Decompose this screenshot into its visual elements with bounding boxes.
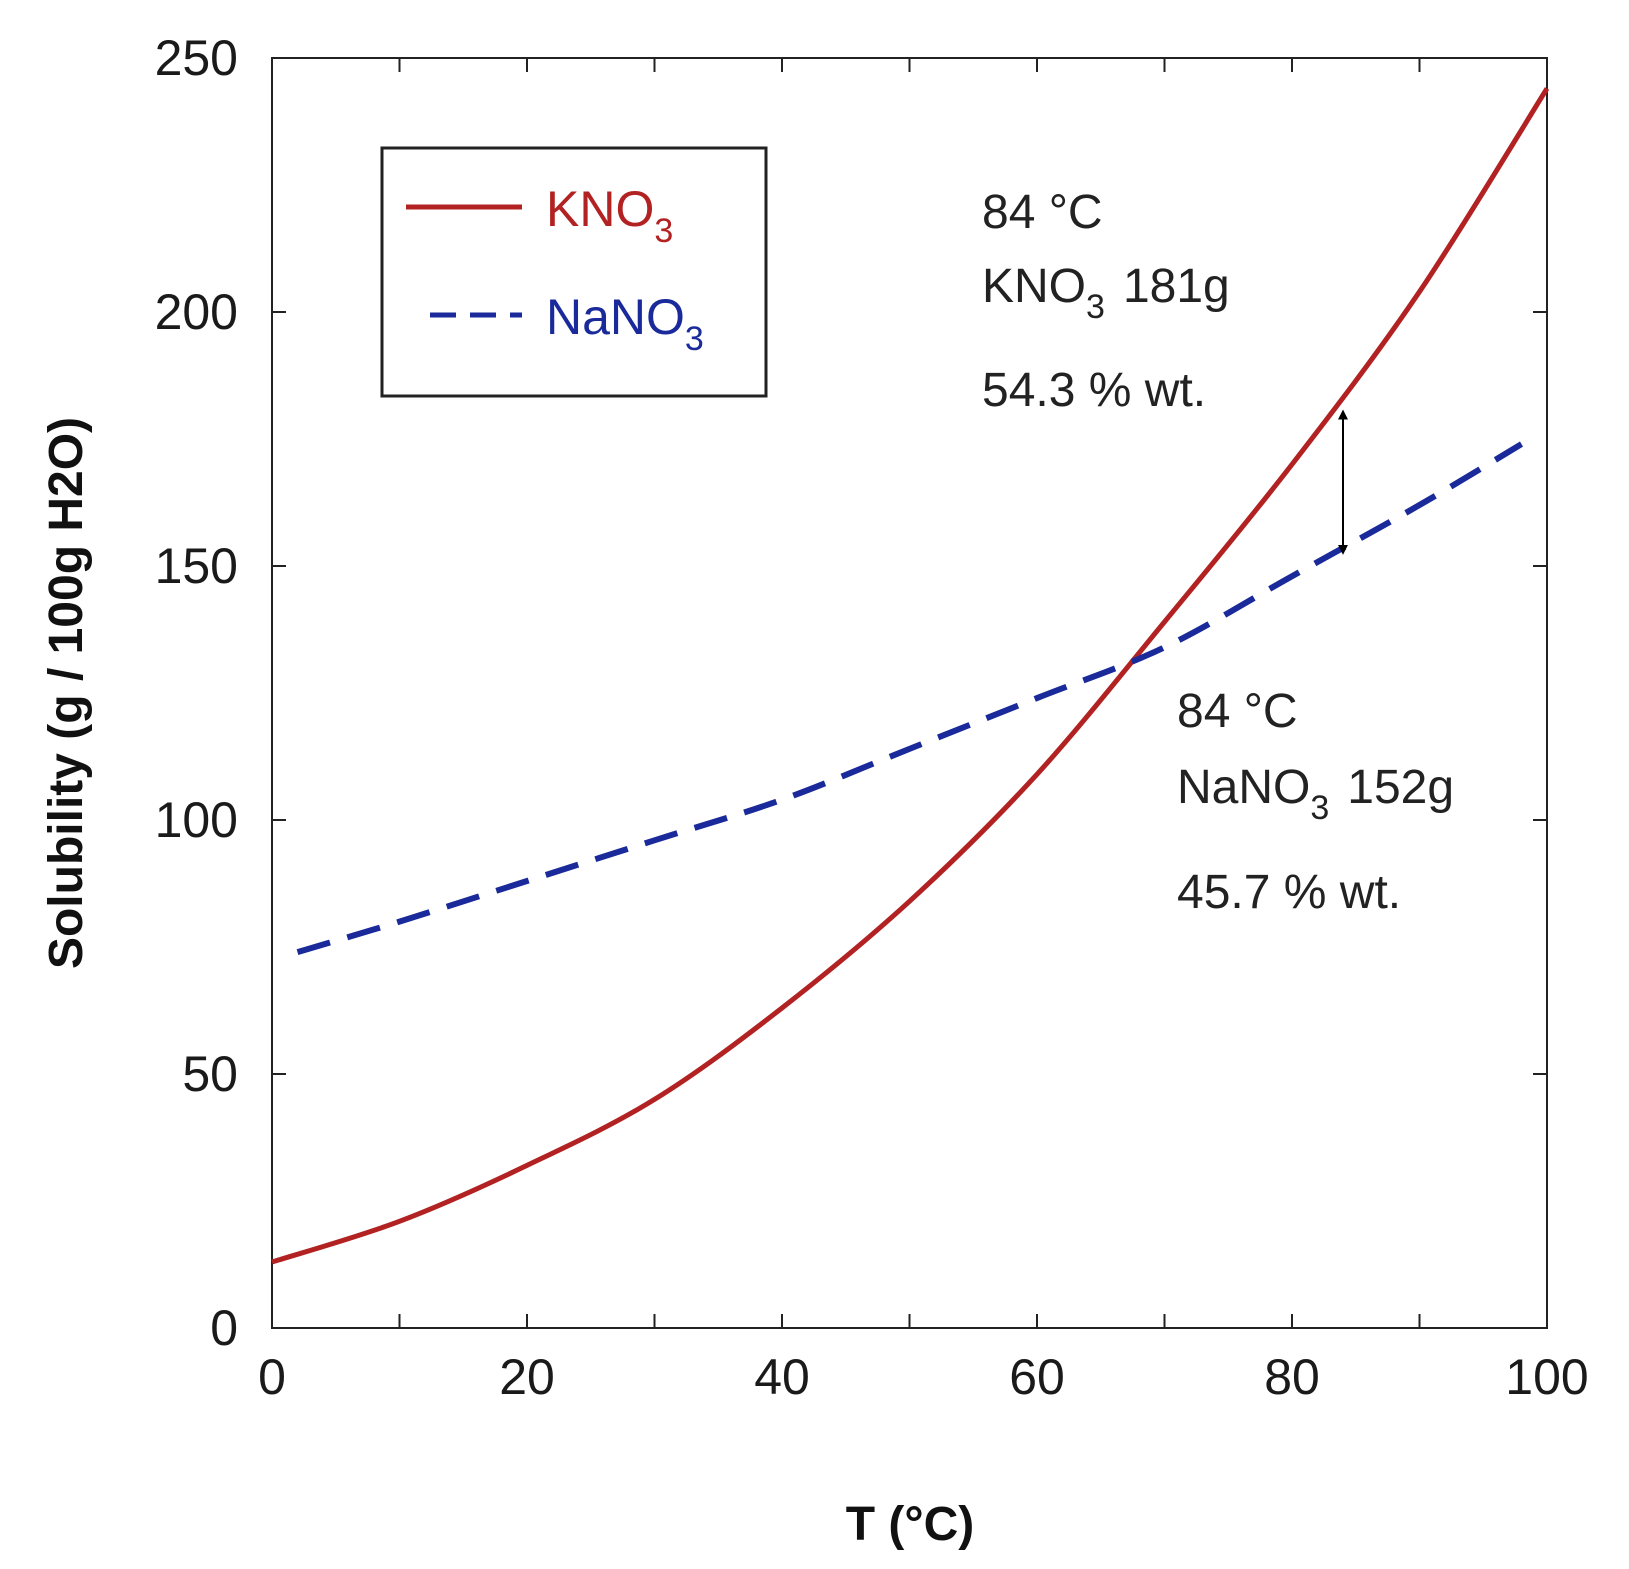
series-line-nano3 xyxy=(296,441,1524,955)
series-line-kno3 xyxy=(271,87,1550,1265)
x-tick-label: 40 xyxy=(754,1349,810,1405)
annotation-kno3-percent: 54.3 % wt. xyxy=(982,364,1206,417)
x-tick-label: 100 xyxy=(1505,1349,1588,1405)
y-tick-label: 100 xyxy=(155,792,238,848)
y-tick-label: 50 xyxy=(182,1046,238,1102)
y-tick-label: 200 xyxy=(155,284,238,340)
x-tick-label: 0 xyxy=(258,1349,286,1405)
legend-label-nano3: NaNO3 xyxy=(546,289,704,358)
axis-ticks xyxy=(271,57,1548,1329)
annotation-kno3-mass: KNO3 181g xyxy=(982,260,1230,326)
annotation-nano3-temp: 84 °C xyxy=(1177,685,1298,738)
x-tick-labels: 0 20 40 60 80 100 xyxy=(258,1349,1589,1405)
legend: KNO3 NaNO3 xyxy=(380,146,768,398)
y-tick-label: 0 xyxy=(210,1300,238,1356)
legend-box xyxy=(380,146,768,398)
annotation-nano3-percent: 45.7 % wt. xyxy=(1177,866,1401,919)
y-axis-title: Solubility (g / 100g H2O) xyxy=(40,417,93,969)
y-tick-label: 150 xyxy=(155,538,238,594)
y-tick-labels: 0 50 100 150 200 250 xyxy=(155,30,238,1356)
annotation-kno3-temp: 84 °C xyxy=(982,186,1103,239)
annotation-nano3: 84 °C NaNO3 152g 45.7 % wt. xyxy=(1177,685,1454,919)
y-tick-label: 250 xyxy=(155,30,238,86)
annotation-kno3: 84 °C KNO3 181g 54.3 % wt. xyxy=(982,186,1230,417)
annotation-nano3-mass: NaNO3 152g xyxy=(1177,761,1454,827)
x-tick-label: 20 xyxy=(499,1349,555,1405)
legend-label-kno3: KNO3 xyxy=(546,181,673,250)
series-layer xyxy=(271,87,1550,1265)
x-tick-label: 80 xyxy=(1264,1349,1320,1405)
x-axis-title: T (°C) xyxy=(846,1498,974,1551)
x-tick-label: 60 xyxy=(1009,1349,1065,1405)
